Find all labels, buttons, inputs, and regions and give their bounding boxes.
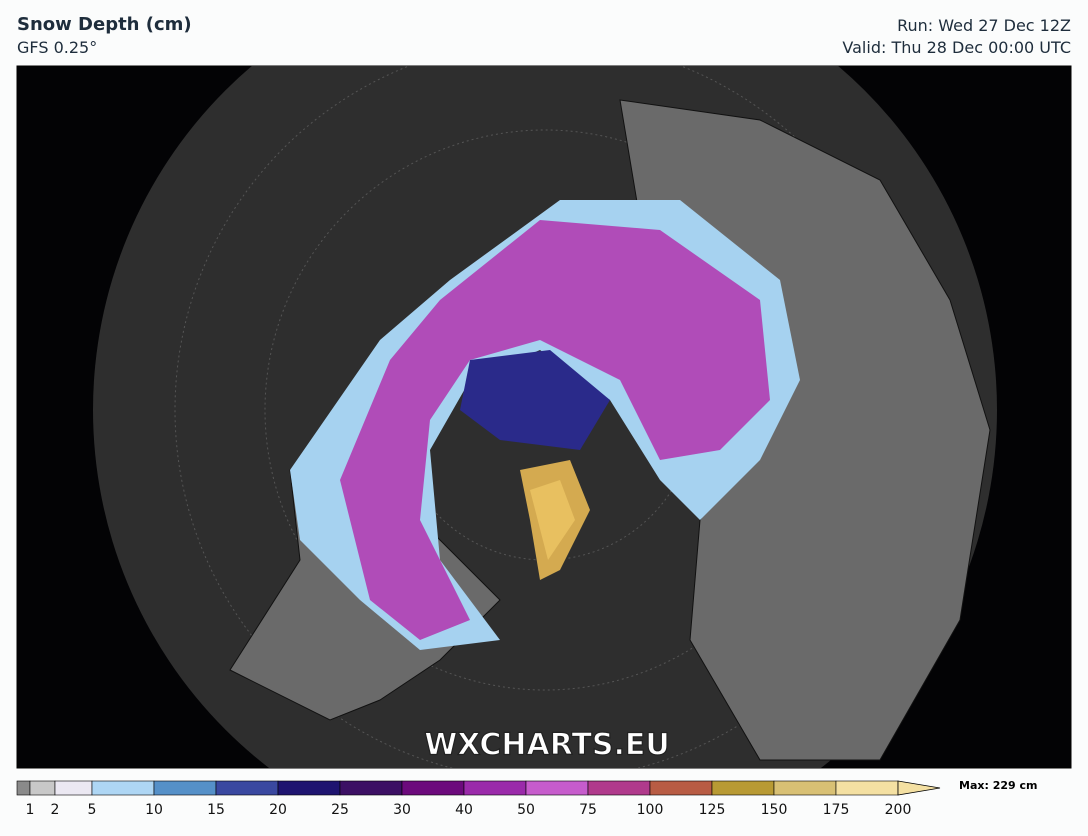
title: Snow Depth (cm) — [17, 14, 192, 35]
snow-deep — [340, 220, 770, 640]
legend-swatch — [711, 780, 775, 796]
legend-swatch — [649, 780, 713, 796]
legend-swatch — [29, 780, 56, 796]
legend-swatch — [215, 780, 279, 796]
legend-tick-label: 50 — [517, 802, 535, 818]
legend-tick-label: 10 — [145, 802, 163, 818]
legend-swatch — [835, 780, 899, 796]
legend-swatch — [91, 780, 155, 796]
legend-tick-label: 175 — [823, 802, 850, 818]
legend-tick-label: 40 — [455, 802, 473, 818]
watermark: WXCHARTS.EU — [424, 728, 670, 763]
legend-max: Max: 229 cm — [959, 779, 1037, 792]
snow-mid — [460, 350, 610, 450]
valid: Valid: Thu 28 Dec 00:00 UTC — [842, 38, 1071, 57]
legend-tick-label: 75 — [579, 802, 597, 818]
legend-swatch — [525, 780, 589, 796]
legend-swatch — [16, 780, 31, 796]
map-body — [93, 66, 997, 768]
legend-tick-label: 100 — [637, 802, 664, 818]
legend-swatch — [463, 780, 527, 796]
legend-swatch — [587, 780, 651, 796]
legend-tick-label: 25 — [331, 802, 349, 818]
legend-tick-label: 5 — [88, 802, 97, 818]
legend-swatch — [54, 780, 93, 796]
greenland-core — [530, 480, 575, 560]
legend-tick-label: 1 — [26, 802, 35, 818]
legend-extend — [897, 780, 941, 796]
legend-swatch — [401, 780, 465, 796]
run: Run: Wed 27 Dec 12Z — [897, 16, 1071, 35]
model: GFS 0.25° — [17, 38, 98, 57]
legend-swatch — [339, 780, 403, 796]
legend-tick-label: 150 — [761, 802, 788, 818]
legend-tick-label: 2 — [51, 802, 60, 818]
legend-tick-label: 125 — [699, 802, 726, 818]
legend-swatch — [773, 780, 837, 796]
legend-tick-label: 20 — [269, 802, 287, 818]
legend-swatch — [153, 780, 217, 796]
legend-tick-label: 15 — [207, 802, 225, 818]
legend-tick-label: 30 — [393, 802, 411, 818]
legend-tick-label: 200 — [885, 802, 912, 818]
legend-swatch — [277, 780, 341, 796]
